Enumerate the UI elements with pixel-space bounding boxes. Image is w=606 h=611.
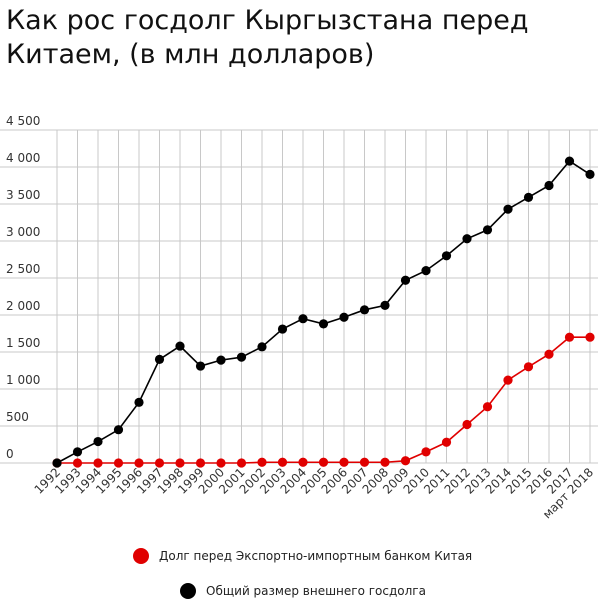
data-point-series-0 [113, 458, 124, 468]
data-point-series-0 [482, 402, 493, 412]
data-point-series-1 [380, 300, 390, 310]
data-point-series-1 [585, 169, 595, 179]
legend-item-china-debt: Долг перед Экспортно-импортным банком Ки… [133, 548, 472, 564]
y-tick-label: 1 500 [6, 336, 40, 350]
data-point-series-0 [462, 419, 472, 430]
data-point-series-1 [298, 314, 308, 324]
y-tick-label: 0 [6, 447, 14, 461]
legend-label-china-debt: Долг перед Экспортно-импортным банком Ки… [159, 549, 473, 563]
data-point-series-0 [257, 457, 267, 467]
data-point-series-0 [421, 447, 431, 457]
y-tick-label: 3 500 [6, 188, 40, 202]
data-point-series-1 [400, 275, 411, 285]
data-point-series-1 [72, 447, 83, 457]
data-point-series-1 [236, 352, 247, 362]
data-point-series-0 [298, 457, 308, 467]
data-point-series-0 [93, 458, 103, 468]
y-tick-label: 1 000 [6, 373, 40, 387]
data-point-series-0 [318, 457, 329, 467]
data-point-series-1 [277, 324, 288, 334]
data-point-series-0 [523, 362, 534, 372]
chart-title: Как рос госдолг Кыргызстана перед Китаем… [6, 5, 529, 70]
legend-marker-red [133, 548, 149, 564]
y-tick-label: 4 000 [6, 151, 40, 165]
data-point-series-0 [195, 458, 206, 468]
data-point-series-1 [421, 266, 431, 276]
legend-marker-black [180, 583, 196, 599]
legend-item-total-debt: Общий размер внешнего госдолга [180, 583, 426, 599]
data-point-series-0 [154, 458, 165, 468]
data-point-series-0 [72, 458, 83, 468]
data-point-series-0 [503, 375, 513, 385]
data-point-series-1 [339, 312, 349, 322]
data-point-series-0 [277, 457, 288, 467]
data-point-series-0 [441, 437, 452, 447]
data-point-series-0 [380, 457, 390, 467]
data-point-series-1 [564, 156, 575, 166]
data-point-series-1 [216, 355, 226, 365]
data-point-series-0 [216, 458, 226, 468]
data-point-series-1 [503, 204, 513, 214]
grid [0, 129, 598, 464]
data-point-series-1 [544, 180, 554, 191]
data-point-series-1 [134, 397, 144, 407]
data-point-series-1 [523, 192, 534, 202]
legend-label-total-debt: Общий размер внешнего госдолга [206, 584, 426, 598]
data-point-series-1 [441, 251, 452, 261]
data-point-series-1 [175, 341, 185, 351]
y-tick-label: 3 000 [6, 225, 40, 239]
data-point-series-1 [154, 354, 165, 364]
data-point-series-0 [236, 458, 247, 468]
data-point-series-0 [175, 458, 185, 468]
series-points [52, 156, 595, 468]
y-tick-label: 2 500 [6, 262, 40, 276]
data-point-series-1 [113, 425, 124, 435]
data-point-series-0 [339, 457, 349, 467]
y-tick-label: 2 000 [6, 299, 40, 313]
data-point-series-0 [544, 349, 554, 359]
data-point-series-1 [257, 342, 267, 352]
y-tick-labels: 0 500 1 000 1 500 2 000 2 500 3 000 3 500 4 000 4… [6, 114, 40, 461]
data-point-series-0 [134, 458, 144, 468]
data-point-series-1 [482, 225, 493, 235]
y-tick-label: 500 [6, 410, 29, 424]
data-point-series-1 [462, 234, 472, 244]
data-point-series-0 [564, 332, 575, 342]
data-point-series-1 [52, 458, 62, 468]
data-point-series-0 [585, 332, 595, 342]
data-point-series-1 [318, 319, 329, 329]
x-tick-labels: 1992199319941995199619971998199920002001… [32, 465, 596, 521]
data-point-series-1 [93, 436, 103, 447]
y-tick-label: 4 500 [6, 114, 40, 128]
data-point-series-0 [359, 457, 370, 467]
data-point-series-0 [400, 456, 411, 466]
data-point-series-1 [195, 361, 206, 371]
data-point-series-1 [359, 305, 370, 315]
